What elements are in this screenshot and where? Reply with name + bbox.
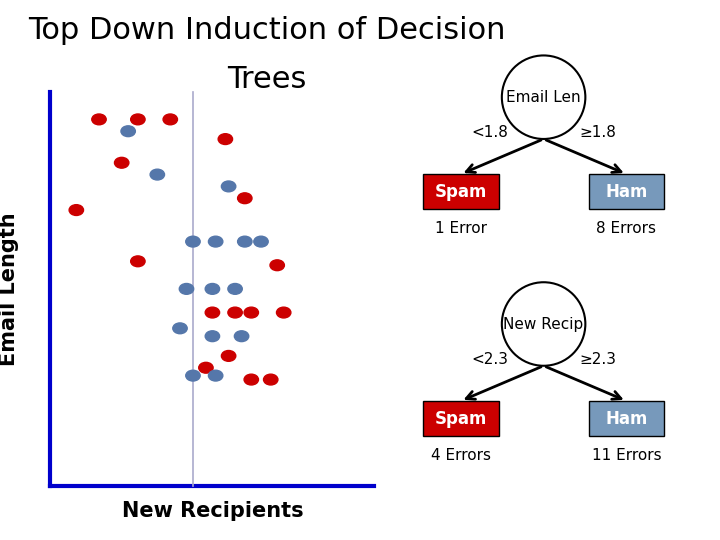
Ellipse shape: [502, 282, 585, 366]
Text: Ham: Ham: [606, 409, 647, 428]
Text: 1 Error: 1 Error: [435, 221, 487, 236]
Text: <1.8: <1.8: [471, 125, 508, 140]
Text: New Recipients: New Recipients: [122, 501, 303, 521]
Text: Spam: Spam: [435, 183, 487, 201]
Text: Top Down Induction of Decision: Top Down Induction of Decision: [27, 16, 505, 45]
Text: Trees: Trees: [227, 65, 306, 94]
Text: 4 Errors: 4 Errors: [431, 448, 491, 463]
Text: Email Length: Email Length: [0, 212, 19, 366]
Text: 8 Errors: 8 Errors: [596, 221, 657, 236]
FancyBboxPatch shape: [423, 401, 498, 436]
FancyBboxPatch shape: [589, 174, 665, 209]
Text: <2.3: <2.3: [471, 352, 508, 367]
Text: Spam: Spam: [435, 409, 487, 428]
Text: ≥1.8: ≥1.8: [579, 125, 616, 140]
Text: 11 Errors: 11 Errors: [592, 448, 661, 463]
Ellipse shape: [502, 56, 585, 139]
Text: Email Len: Email Len: [506, 90, 581, 105]
Text: New Recip: New Recip: [503, 316, 584, 332]
Text: ≥2.3: ≥2.3: [579, 352, 616, 367]
Text: Ham: Ham: [606, 183, 647, 201]
FancyBboxPatch shape: [423, 174, 498, 209]
FancyBboxPatch shape: [589, 401, 665, 436]
